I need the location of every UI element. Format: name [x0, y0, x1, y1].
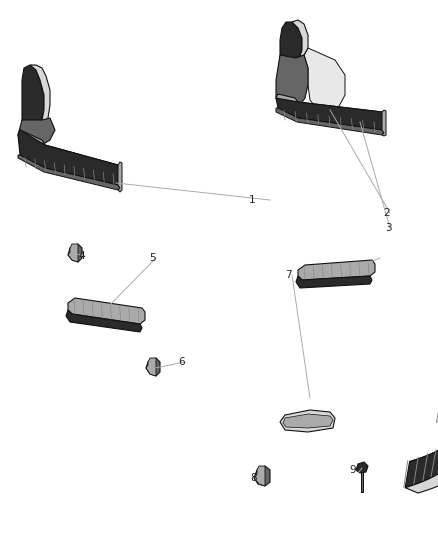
- Text: 7: 7: [285, 270, 291, 280]
- Polygon shape: [298, 260, 375, 280]
- Polygon shape: [68, 298, 145, 324]
- Polygon shape: [361, 472, 363, 492]
- Polygon shape: [18, 130, 120, 185]
- Polygon shape: [280, 410, 335, 432]
- Text: 8: 8: [251, 473, 257, 483]
- Text: 2: 2: [384, 208, 390, 218]
- Polygon shape: [66, 310, 142, 332]
- Polygon shape: [410, 390, 438, 467]
- Text: 4: 4: [79, 251, 85, 261]
- Polygon shape: [18, 118, 55, 145]
- Polygon shape: [18, 155, 120, 190]
- Polygon shape: [18, 130, 118, 170]
- Text: 6: 6: [179, 357, 185, 367]
- Polygon shape: [146, 358, 160, 376]
- Polygon shape: [283, 414, 333, 428]
- Polygon shape: [276, 108, 384, 135]
- Polygon shape: [276, 55, 308, 112]
- Polygon shape: [280, 22, 302, 62]
- Polygon shape: [296, 276, 372, 288]
- Polygon shape: [254, 466, 265, 486]
- Text: 9: 9: [350, 465, 356, 475]
- Polygon shape: [30, 65, 50, 128]
- Polygon shape: [146, 358, 156, 376]
- Polygon shape: [356, 462, 368, 473]
- Text: 1: 1: [249, 195, 255, 205]
- Polygon shape: [292, 20, 308, 58]
- Polygon shape: [118, 162, 122, 192]
- Polygon shape: [68, 244, 82, 262]
- Polygon shape: [22, 65, 44, 130]
- Polygon shape: [276, 98, 384, 130]
- Polygon shape: [382, 110, 386, 136]
- Polygon shape: [304, 48, 345, 112]
- Text: 3: 3: [385, 223, 391, 233]
- Polygon shape: [405, 393, 438, 488]
- Polygon shape: [68, 244, 78, 262]
- Polygon shape: [405, 418, 438, 493]
- Text: 5: 5: [148, 253, 155, 263]
- Polygon shape: [254, 466, 270, 486]
- Polygon shape: [276, 94, 382, 118]
